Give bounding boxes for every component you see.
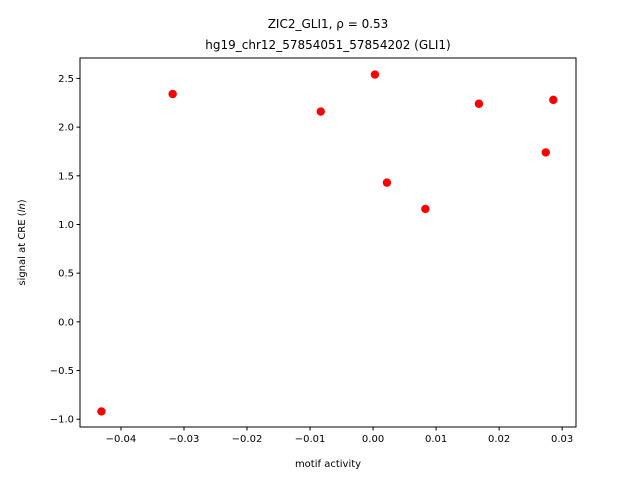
y-axis-label: signal at CRE (ln) (17, 199, 28, 285)
y-tick-label: 1.0 (58, 220, 74, 231)
data-point (421, 204, 430, 214)
data-point (474, 99, 484, 108)
plot-area-frame (79, 57, 577, 428)
axis-ticks: −0.04 −0.03 −0.02 −0.01 0.00 0.01 0.02 0.03 −1.0… (50, 74, 574, 445)
x-tick-label: 0.01 (425, 434, 447, 445)
x-tick-label: −0.02 (232, 434, 263, 445)
y-tick-label: 1.5 (58, 171, 74, 182)
data-point (370, 70, 380, 79)
x-tick-label: 0.00 (362, 434, 384, 445)
y-tick-label: −1.0 (50, 415, 74, 426)
y-tick-label: 0.5 (58, 269, 74, 280)
x-tick-label: −0.01 (295, 434, 326, 445)
data-point (97, 407, 106, 416)
data-point (549, 95, 558, 105)
data-point (382, 178, 392, 187)
y-axis-label-italic: ln (17, 203, 28, 212)
data-point (168, 89, 177, 99)
x-tick-label: 0.02 (488, 434, 510, 445)
x-tick-label: −0.03 (169, 434, 200, 445)
y-tick-label: 2.5 (58, 74, 74, 85)
x-tick-label: −0.04 (106, 434, 137, 445)
y-axis-label-prefix: signal at CRE ( (17, 212, 28, 285)
chart-title-line-2: hg19_chr12_57854051_57854202 (GLI1) (205, 38, 450, 52)
x-tick-label: 0.03 (551, 434, 573, 445)
x-axis-label: motif activity (295, 459, 361, 470)
data-point (541, 148, 550, 157)
chart-title-line-1: ZIC2_GLI1, ρ = 0.53 (268, 17, 389, 31)
y-tick-label: −0.5 (50, 366, 74, 377)
y-axis-label-suffix: ) (17, 199, 28, 203)
data-point (316, 107, 325, 116)
data-points (97, 70, 558, 416)
y-tick-label: 2.0 (58, 123, 74, 134)
y-tick-label: 0.0 (58, 317, 74, 328)
